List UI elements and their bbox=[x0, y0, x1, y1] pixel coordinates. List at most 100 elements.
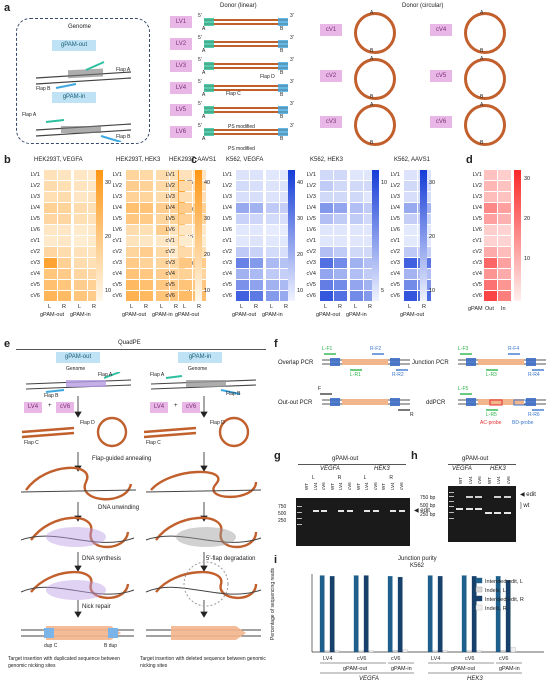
heatmap-cell bbox=[126, 236, 139, 246]
d-heatmap-cell bbox=[498, 225, 511, 235]
d-row-label: LV3 bbox=[472, 194, 482, 200]
circular-donor-label-cv1: cV1 bbox=[320, 24, 342, 36]
e-lv4-left: LV4 bbox=[24, 402, 42, 413]
i-bar bbox=[319, 575, 325, 653]
e-lv4-right: LV4 bbox=[150, 402, 168, 413]
linear-flap-b bbox=[278, 106, 288, 114]
h-ladder-band bbox=[449, 512, 454, 513]
heatmap-cell bbox=[236, 203, 249, 213]
heatmap-cell bbox=[58, 203, 71, 213]
g-lr-label: L bbox=[363, 475, 367, 481]
heatmap-cell bbox=[250, 203, 263, 213]
h-lane-label: LV4 bbox=[496, 476, 501, 484]
heatmap-group-label: gPAM-out bbox=[232, 312, 257, 318]
linear-donor-strand bbox=[204, 129, 288, 131]
g-ladder-band bbox=[297, 518, 302, 519]
h-edit-band bbox=[503, 496, 511, 498]
heatmap-cell bbox=[334, 192, 347, 202]
e-flap-b-right: Flap B bbox=[226, 391, 241, 397]
heatmap-row-label: cV6 bbox=[222, 293, 232, 299]
linear-donor-strand bbox=[204, 67, 288, 69]
heatmap-cell bbox=[58, 192, 71, 202]
heatmap-cell bbox=[404, 269, 417, 279]
e-flap-b-left: Flap B bbox=[44, 393, 59, 399]
heatmap-row-label: cV1 bbox=[165, 238, 175, 244]
d-heatmap-cell bbox=[484, 280, 497, 290]
i-donor-label: cV6 bbox=[357, 656, 366, 662]
f-primer-rr4: R-R4 bbox=[528, 372, 540, 378]
d-row-label: cV2 bbox=[472, 249, 482, 255]
g-lane-label: LV4 bbox=[312, 482, 318, 490]
circular-donor-ring bbox=[464, 104, 506, 146]
heatmap-row-label: cV1 bbox=[112, 238, 122, 244]
h-lane-label: cV6 bbox=[477, 476, 482, 484]
f-outout: Out-out PCR bbox=[278, 400, 313, 406]
h-wt-band bbox=[484, 512, 492, 514]
heatmap-row-label: LV1 bbox=[306, 172, 316, 178]
heatmap-cell bbox=[156, 214, 169, 224]
i-bar bbox=[402, 649, 408, 653]
linear-donor-strand bbox=[204, 45, 288, 47]
heatmap-col-label: R bbox=[368, 304, 372, 310]
heatmap-cell bbox=[44, 214, 57, 224]
heatmap-group-label: gPAM-out bbox=[122, 312, 147, 318]
heatmap-cell bbox=[280, 236, 293, 246]
d-heatmap-cell bbox=[498, 269, 511, 279]
heatmap-cell bbox=[266, 280, 279, 290]
h-ladder-band bbox=[449, 501, 454, 502]
d-heatmap-cell bbox=[484, 225, 497, 235]
heatmap-cell bbox=[44, 236, 57, 246]
heatmap-cell bbox=[334, 258, 347, 268]
linear-donor-strand bbox=[204, 41, 288, 43]
i-legend-label: Intended edit, L bbox=[485, 579, 523, 585]
g-lr-label: R bbox=[389, 475, 394, 481]
f-primer-rf4: R-F4 bbox=[508, 346, 520, 352]
heatmap-row-label: LV2 bbox=[30, 183, 40, 189]
f-primer-lf5: L-F5 bbox=[458, 386, 469, 392]
heatmap-row-label: LV2 bbox=[112, 183, 122, 189]
heatmap-row-label: LV3 bbox=[112, 194, 122, 200]
heatmap-group-label: gPAM-in bbox=[70, 312, 91, 318]
heatmap-row-label: cV1 bbox=[222, 238, 232, 244]
linear-flap-a bbox=[204, 18, 214, 26]
e-genome-left: Genome bbox=[66, 366, 86, 372]
d-heatmap-cell bbox=[498, 247, 511, 257]
heatmap-cell bbox=[58, 170, 71, 180]
heatmap-row-label: cV1 bbox=[30, 238, 40, 244]
heatmap-cell bbox=[280, 291, 293, 301]
colorbar-tick: 10 bbox=[381, 180, 388, 186]
heatmap-cell bbox=[250, 258, 263, 268]
heatmap-cell bbox=[364, 214, 377, 224]
g-site-hek3: HEK3 bbox=[374, 466, 390, 472]
heatmap-cell bbox=[74, 236, 87, 246]
g-ladder-band bbox=[297, 506, 302, 507]
heatmap-cell bbox=[236, 247, 249, 257]
linear-ps-label: PS modified bbox=[228, 124, 255, 130]
e-nick-repair-label: Nick repair bbox=[82, 604, 111, 610]
heatmap-cell bbox=[320, 258, 333, 268]
heatmap-row-label: cV2 bbox=[30, 249, 40, 255]
linear-5prime: 5' bbox=[198, 13, 202, 19]
d-heatmap-cell bbox=[484, 247, 497, 257]
i-bar bbox=[368, 650, 374, 653]
heatmap-row-label: LV1 bbox=[222, 172, 232, 178]
heatmap-cell bbox=[126, 280, 139, 290]
g-site-vegfa: VEGFA bbox=[320, 466, 340, 472]
heatmap-group-label: gPAM-out bbox=[316, 312, 341, 318]
heatmap-title-b1: HEK293T, VEGFA bbox=[34, 157, 83, 163]
heatmap-row-label: cV4 bbox=[390, 271, 400, 277]
heatmap-cell bbox=[126, 225, 139, 235]
heatmap-cell bbox=[266, 269, 279, 279]
i-bar bbox=[397, 576, 403, 653]
linear-donor-strand bbox=[204, 133, 288, 135]
heatmap-cell bbox=[350, 170, 363, 180]
heatmap-cell bbox=[334, 214, 347, 224]
heatmap-cell bbox=[266, 236, 279, 246]
heatmap-row-label: cV6 bbox=[30, 293, 40, 299]
heatmap-row-label: LV2 bbox=[165, 183, 175, 189]
heatmap-row-label: LV6 bbox=[306, 227, 316, 233]
e-dup-c: dup C bbox=[44, 643, 58, 649]
heatmap-row-label: LV2 bbox=[390, 183, 400, 189]
heatmap-cell bbox=[179, 291, 192, 301]
heatmap-cell bbox=[404, 203, 417, 213]
